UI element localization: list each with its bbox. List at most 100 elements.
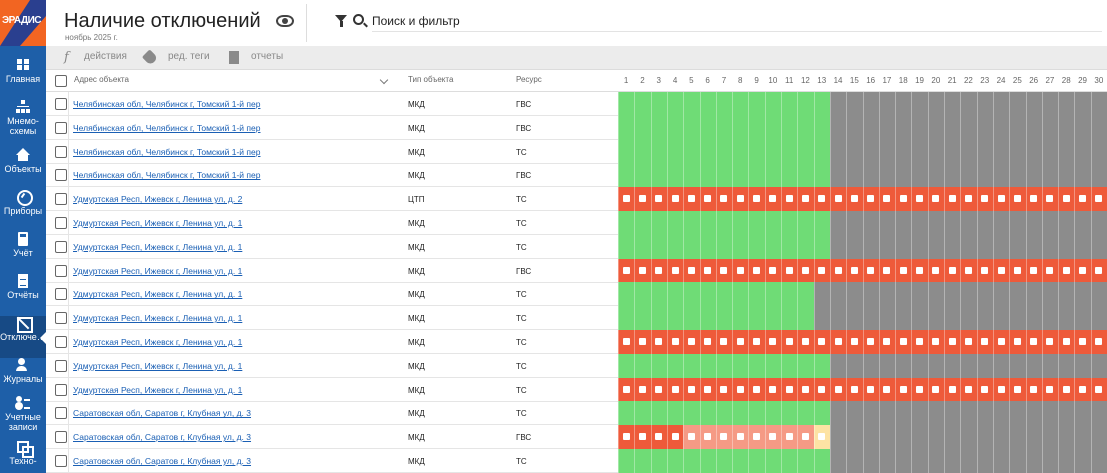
day-cell[interactable] [797, 211, 815, 235]
day-cell[interactable] [748, 401, 766, 426]
day-cell[interactable] [618, 401, 635, 426]
day-cell[interactable] [699, 306, 717, 331]
day-cell[interactable] [1058, 330, 1075, 354]
day-cell[interactable] [1025, 330, 1043, 354]
day-cell[interactable] [911, 115, 929, 140]
day-cell[interactable] [666, 234, 684, 259]
day-cell[interactable] [846, 211, 863, 235]
day-cell[interactable] [976, 163, 994, 188]
sidebar-item-3[interactable]: Приборы [0, 190, 46, 232]
day-cell[interactable] [1090, 449, 1107, 473]
day-cell[interactable] [699, 92, 717, 116]
day-cell[interactable] [927, 211, 945, 235]
day-cell[interactable] [715, 139, 733, 164]
day-cell[interactable] [878, 377, 896, 402]
day-cell[interactable] [976, 353, 994, 378]
day-cell[interactable] [911, 92, 929, 116]
day-cell[interactable] [813, 282, 831, 307]
address-link[interactable]: Удмуртская Респ, Ижевск г, Ленина ул, д.… [73, 265, 243, 276]
day-cell[interactable] [634, 282, 652, 307]
day-cell[interactable] [1009, 377, 1026, 402]
sidebar-item-2[interactable]: Объекты [0, 148, 46, 190]
day-cell[interactable] [927, 377, 945, 402]
day-cell[interactable] [732, 353, 749, 378]
day-cell[interactable] [797, 187, 815, 212]
day-cell[interactable] [683, 401, 700, 426]
day-cell[interactable] [960, 234, 978, 259]
day-cell[interactable] [846, 234, 863, 259]
day-cell[interactable] [927, 306, 945, 331]
day-cell[interactable] [813, 92, 831, 116]
day-cell[interactable] [992, 258, 1010, 283]
day-cell[interactable] [829, 377, 847, 402]
row-checkbox[interactable] [55, 336, 67, 348]
day-cell[interactable] [829, 425, 847, 450]
row-checkbox[interactable] [55, 312, 67, 325]
table-row[interactable]: Челябинская обл, Челябинск г, Томский 1-… [46, 163, 1107, 188]
day-cell[interactable] [732, 163, 749, 188]
day-cell[interactable] [699, 163, 717, 188]
column-header-address[interactable]: Адрес объекта [74, 75, 129, 84]
day-cell[interactable] [813, 115, 831, 140]
day-cell[interactable] [666, 377, 684, 402]
day-cell[interactable] [781, 115, 798, 140]
address-link[interactable]: Удмуртская Респ, Ижевск г, Ленина ул, д.… [73, 360, 243, 371]
day-cell[interactable] [699, 211, 717, 235]
day-cell[interactable] [683, 330, 700, 354]
day-cell[interactable] [878, 139, 896, 164]
day-cell[interactable] [748, 139, 766, 164]
day-cell[interactable] [1041, 425, 1059, 450]
day-cell[interactable] [797, 353, 815, 378]
day-cell[interactable] [1058, 306, 1075, 331]
day-cell[interactable] [846, 306, 863, 331]
day-cell[interactable] [992, 425, 1010, 450]
day-cell[interactable] [829, 306, 847, 331]
day-cell[interactable] [895, 425, 912, 450]
day-cell[interactable] [715, 163, 733, 188]
day-cell[interactable] [927, 187, 945, 212]
day-cell[interactable] [699, 353, 717, 378]
day-cell[interactable] [634, 234, 652, 259]
day-cell[interactable] [650, 211, 668, 235]
day-cell[interactable] [927, 163, 945, 188]
day-cell[interactable] [1009, 306, 1026, 331]
day-cell[interactable] [846, 330, 863, 354]
day-cell[interactable] [797, 234, 815, 259]
day-cell[interactable] [1041, 92, 1059, 116]
day-cell[interactable] [1074, 92, 1092, 116]
row-checkbox[interactable] [55, 407, 67, 420]
day-cell[interactable] [634, 115, 652, 140]
day-cell[interactable] [1090, 92, 1107, 116]
day-cell[interactable] [748, 115, 766, 140]
day-cell[interactable] [1058, 115, 1075, 140]
day-cell[interactable] [960, 330, 978, 354]
day-cell[interactable] [1009, 282, 1026, 307]
day-cell[interactable] [715, 187, 733, 212]
day-cell[interactable] [1009, 258, 1026, 283]
day-cell[interactable] [781, 258, 798, 283]
day-cell[interactable] [878, 211, 896, 235]
day-cell[interactable] [732, 425, 749, 450]
day-cell[interactable] [976, 377, 994, 402]
address-link[interactable]: Удмуртская Респ, Ижевск г, Ленина ул, д.… [73, 241, 243, 252]
day-cell[interactable] [960, 282, 978, 307]
day-cell[interactable] [764, 163, 782, 188]
day-cell[interactable] [748, 187, 766, 212]
day-cell[interactable] [992, 92, 1010, 116]
select-all-checkbox[interactable] [55, 75, 67, 87]
day-cell[interactable] [1041, 282, 1059, 307]
day-cell[interactable] [944, 92, 961, 116]
day-cell[interactable] [748, 258, 766, 283]
day-cell[interactable] [878, 306, 896, 331]
day-cell[interactable] [895, 258, 912, 283]
sidebar-item-8[interactable]: Учетные записи [0, 396, 46, 438]
day-cell[interactable] [911, 306, 929, 331]
day-cell[interactable] [797, 449, 815, 473]
day-cell[interactable] [1058, 163, 1075, 188]
day-cell[interactable] [813, 401, 831, 426]
day-cell[interactable] [699, 115, 717, 140]
day-cell[interactable] [666, 306, 684, 331]
day-cell[interactable] [715, 449, 733, 473]
day-cell[interactable] [992, 115, 1010, 140]
day-cell[interactable] [634, 211, 652, 235]
